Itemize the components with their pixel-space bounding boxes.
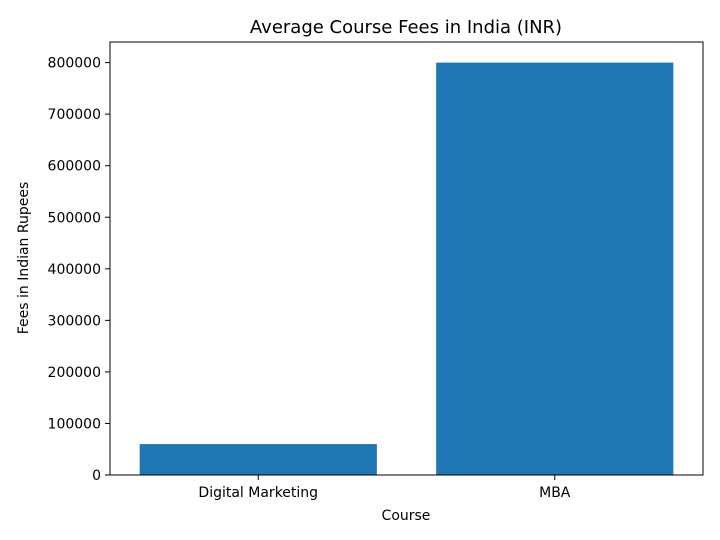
y-tick-label: 400000 (48, 262, 101, 278)
y-tick-label: 0 (92, 468, 101, 484)
plot-area: 0 100000 200000 300000 400000 500000 600000 700… (48, 41, 704, 501)
x-tick-label: Digital Marketing (198, 485, 318, 501)
y-tick-label: 200000 (48, 365, 101, 381)
y-axis-label: Fees in Indian Rupees (16, 182, 32, 335)
y-tick-label: 600000 (48, 159, 101, 175)
bar-mba (436, 62, 674, 475)
x-tick-label: MBA (539, 485, 571, 501)
y-tick-label: 100000 (48, 416, 101, 432)
y-tick-label: 500000 (48, 210, 101, 226)
chart-title: Average Course Fees in India (INR) (250, 17, 562, 38)
y-tick-label: 800000 (48, 56, 101, 72)
x-axis-label: Course (382, 508, 431, 524)
y-tick-label: 300000 (48, 313, 101, 329)
y-tick-label: 700000 (48, 107, 101, 123)
plot-frame (109, 41, 704, 476)
bar-digital-marketing (139, 444, 377, 475)
